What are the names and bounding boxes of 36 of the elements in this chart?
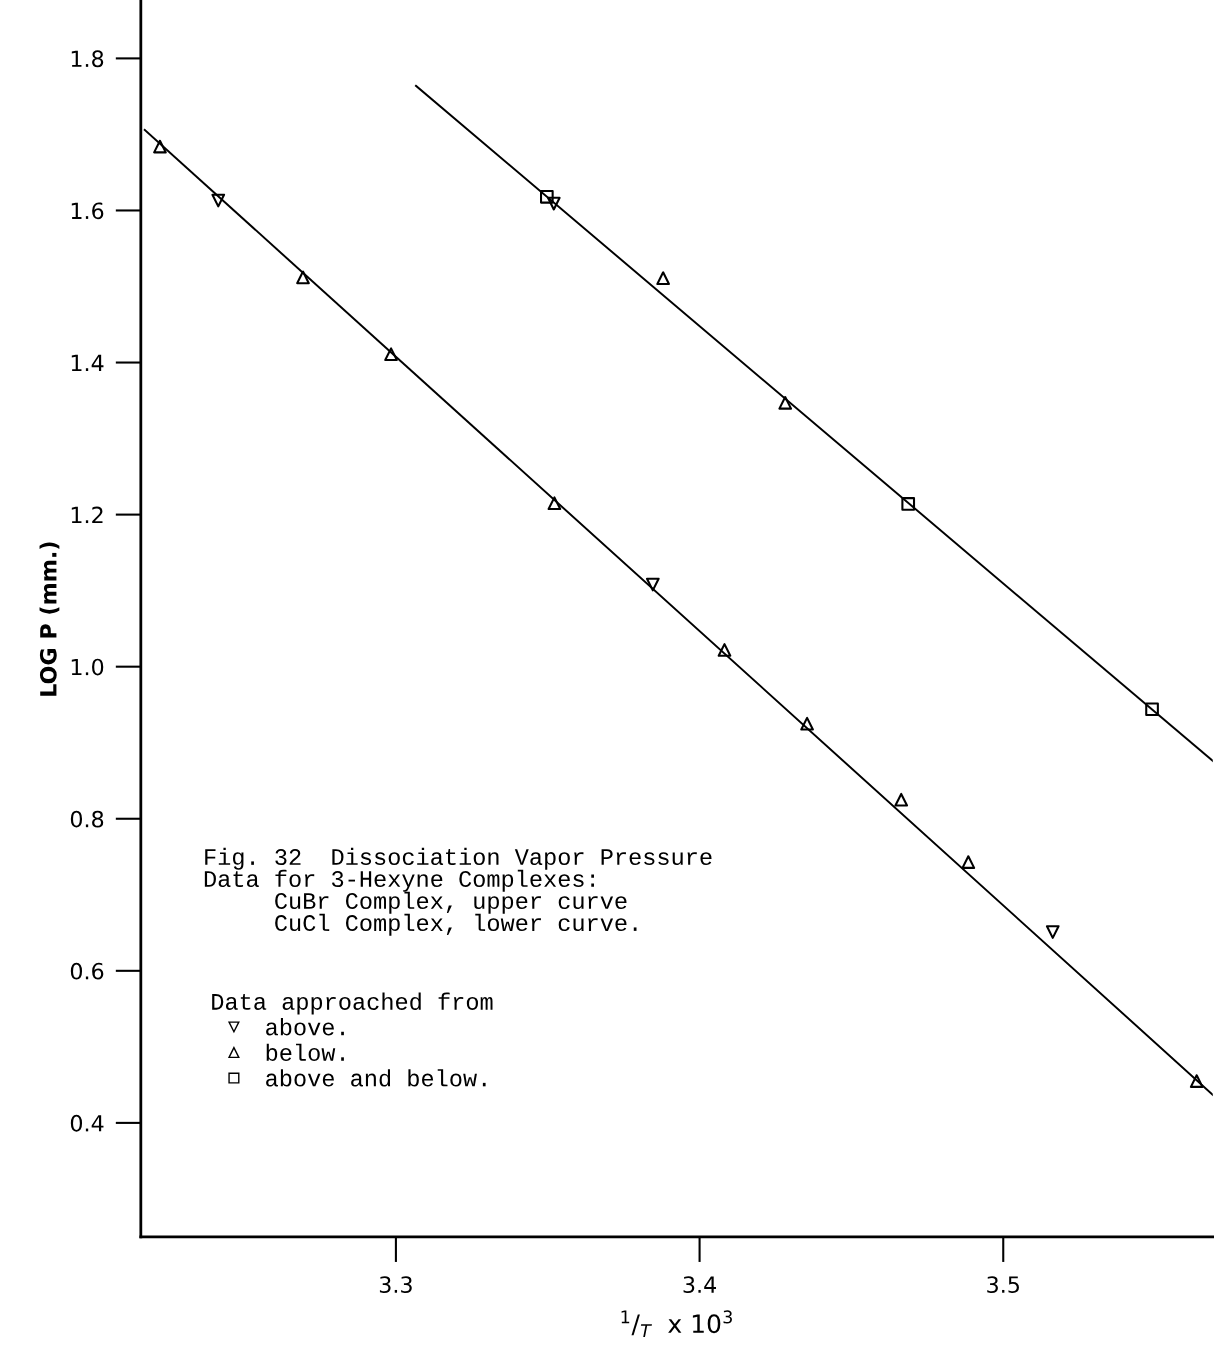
point	[546, 196, 561, 211]
x-tick-label: 3.4	[683, 1276, 716, 1294]
point	[800, 716, 814, 731]
point	[1145, 702, 1159, 717]
point	[153, 139, 167, 154]
point	[778, 395, 793, 410]
point	[901, 497, 916, 511]
legend-label: below.	[266, 1043, 344, 1061]
y-tick-label: 1.4	[71, 354, 104, 371]
y-tick-label: 1.2	[71, 506, 103, 524]
y-tick-label: 1.6	[71, 202, 104, 220]
y-tick-label: 1.8	[71, 50, 104, 68]
point	[645, 577, 660, 592]
point	[656, 271, 670, 285]
legend-title: Data approached from	[212, 992, 493, 1015]
point	[384, 347, 398, 362]
y-axis-title: LOG P (mm.)	[39, 542, 60, 696]
point	[717, 643, 732, 657]
y-tick-label: 0.4	[70, 1114, 104, 1132]
annotation: Fig. 32 Dissociation Vapor Pressure Data for 3-Hexyne Complexes: CuBr Complex, upper curve CuCl Complex, lower curve.	[204, 847, 712, 936]
x-tick-label: 3.3	[379, 1276, 412, 1294]
x-tick-label: 3.5	[987, 1276, 1019, 1294]
y-tick-label: 0.8	[70, 810, 104, 828]
y-tick-label: 1.0	[71, 658, 104, 676]
point	[961, 855, 976, 869]
point	[547, 496, 562, 511]
y-tick-label: 0.6	[70, 962, 104, 980]
legend-label: above and below.	[266, 1069, 486, 1087]
legend-label: above.	[266, 1018, 344, 1036]
point	[539, 189, 554, 204]
point	[211, 193, 226, 208]
x-axis-title: $^{1}$/$_{T}$ x 10$^{3}$	[621, 1310, 732, 1337]
point	[1189, 1074, 1204, 1088]
point	[894, 792, 909, 807]
point	[296, 270, 310, 285]
point	[1045, 925, 1060, 939]
